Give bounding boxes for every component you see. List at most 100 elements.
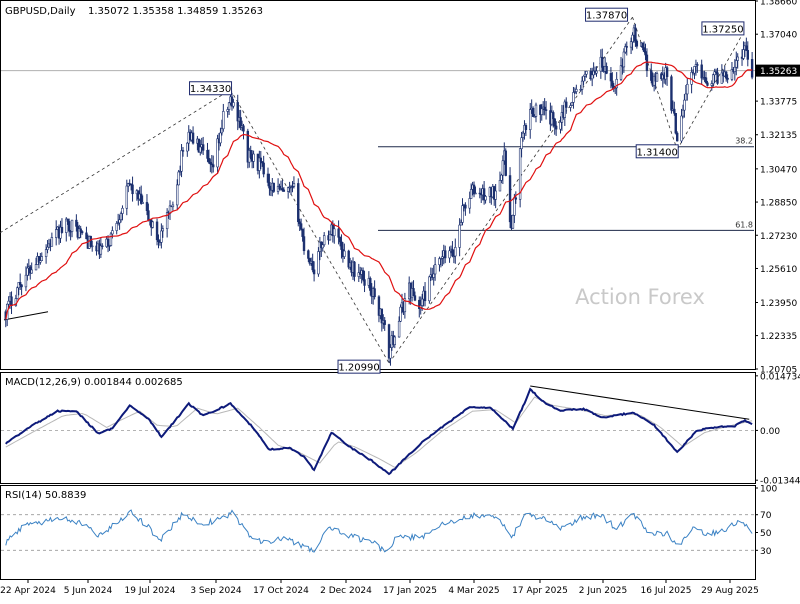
candle-body [534,104,538,117]
swing-label: 1.20990 [338,363,379,374]
x-axis-label: 29 Aug 2025 [701,586,759,596]
candle-body [565,101,568,108]
swing-label-box [635,144,679,159]
candle-body [343,250,346,257]
candle-body [544,109,548,111]
candle-body [504,150,507,176]
candle-body [681,109,685,117]
candle-body [24,274,28,288]
candle-body [418,299,421,309]
candle-body [266,173,270,183]
candle-body [468,198,471,209]
candle-body [140,193,143,204]
candle-body [178,170,182,173]
candle-body [125,185,128,209]
candle-body [482,188,486,201]
candle-body [615,79,618,89]
candle-body [16,287,19,299]
candle-body [369,278,372,291]
candle-body [513,197,516,216]
candle-body [258,157,261,171]
candle-body [469,189,473,199]
candle-body [291,186,294,188]
candle-body [622,51,626,68]
candle-body [746,50,749,60]
candle-body [432,273,435,278]
candle-body [268,182,271,189]
candle-body [714,71,718,74]
swing-label: 1.37870 [586,11,627,22]
candle-body [569,105,572,108]
candle-body [219,132,222,144]
candle-body [724,71,728,79]
candle-body [292,183,296,187]
price-axis-label: 1.22335 [760,332,797,342]
current-price-label: 1.35263 [760,67,797,77]
candle-body [180,150,183,172]
candle-body [34,264,38,271]
candle-body [282,189,286,192]
candle-body [201,144,205,151]
x-axis-label: 22 Apr 2024 [0,586,56,596]
candle-body [412,288,415,297]
candle-body [262,162,265,175]
x-axis-label: 16 Jul 2025 [641,586,692,596]
candle-body [44,249,48,257]
candle-body [99,245,103,255]
candle-body [259,157,262,162]
macd-axis-label: 0.00 [760,427,780,437]
candle-body [629,41,633,48]
rsi-axis-label: 30 [760,547,772,557]
candle-body [585,71,588,75]
candle-body [377,296,381,316]
candle-body [197,138,201,153]
x-axis-label: 5 Jun 2024 [64,586,113,596]
candle-body [531,107,535,117]
chart-title: GBPUSD,Daily [5,6,76,17]
candle-body [20,284,23,288]
price-axis-label: 1.33775 [760,98,797,108]
candle-body [559,121,562,130]
candle-body [605,66,608,74]
candle-body [288,187,291,189]
candle-body [226,109,229,112]
candle-body [554,125,558,130]
candle-body [85,232,88,240]
candle-body [141,202,144,204]
candle-body [216,138,219,168]
candle-body [60,226,64,233]
swing-label: 1.34330 [190,84,231,95]
candle-body [644,51,647,56]
candle-body [716,72,719,84]
candle-body [696,64,699,66]
chart-ohlc: 1.35072 1.35358 1.34859 1.35263 [88,6,263,17]
candle-body [448,250,451,259]
candle-body [520,137,523,149]
candle-body [157,239,160,242]
candle-body [317,251,320,275]
candle-body [249,150,252,158]
candle-body [675,132,679,142]
candle-body [155,221,159,241]
swing-label-box [585,7,629,22]
candle-body [730,69,734,80]
candle-body [70,219,74,232]
candle-body [464,204,467,209]
candle-body [726,77,729,80]
candle-body [540,108,543,115]
candle-body [642,47,646,52]
candle-body [286,187,290,192]
rsi-panel-frame [0,485,756,580]
price-axis-label: 1.30470 [760,165,797,175]
candle-body [494,190,497,200]
candle-body [575,89,578,92]
fib-label: 61.8 [735,220,753,229]
candle-body [101,245,104,247]
candle-body [181,150,185,152]
candle-body [171,204,175,208]
candle-body [311,260,314,271]
candle-body [501,160,505,176]
candle-body [230,96,234,107]
candle-body [690,71,693,85]
